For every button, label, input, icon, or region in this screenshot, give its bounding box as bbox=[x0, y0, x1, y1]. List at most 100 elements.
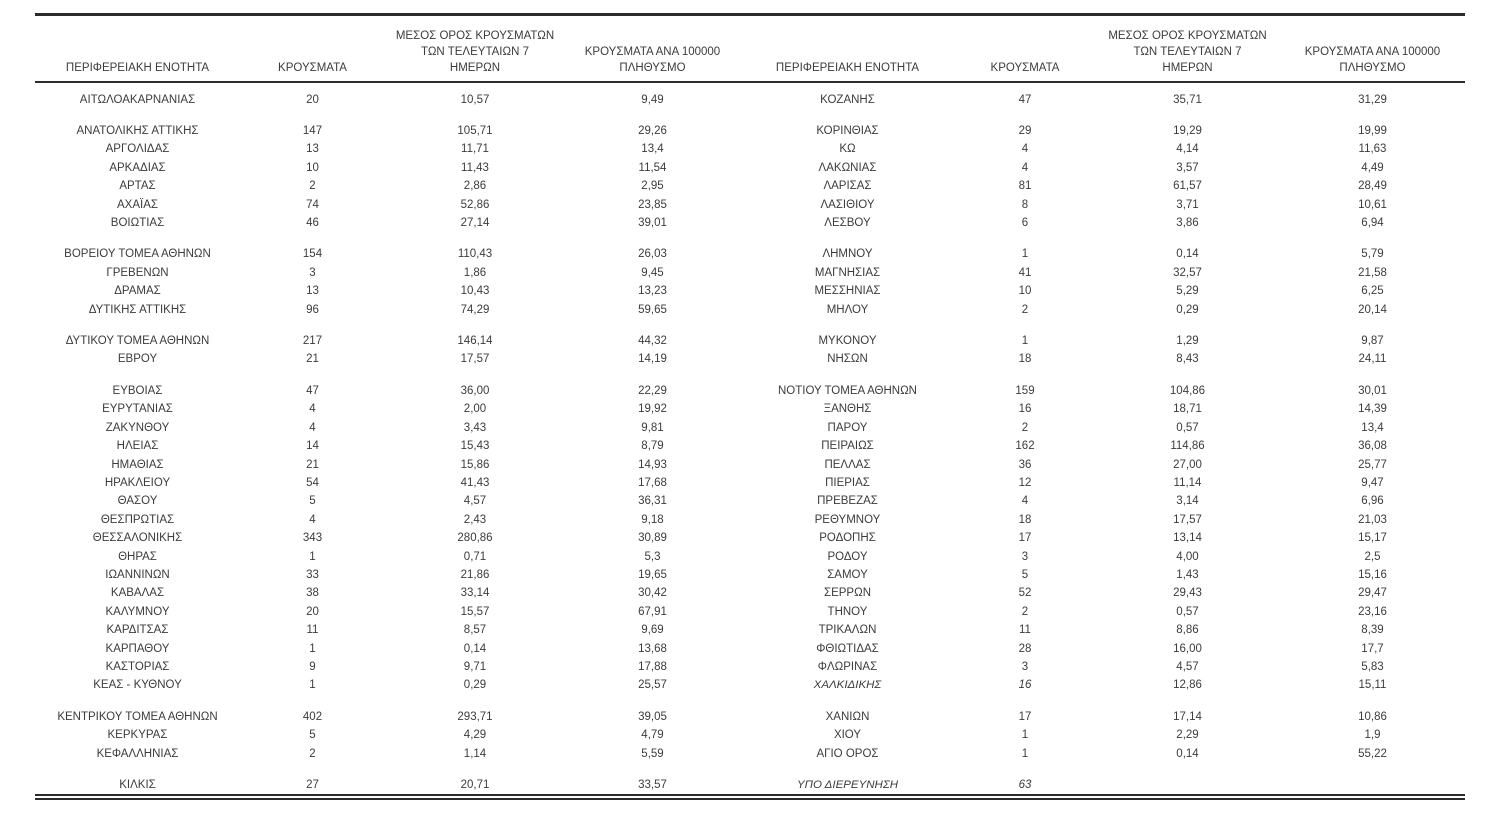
left-region-cell: ΚΑΡΔΙΤΣΑΣ bbox=[106, 624, 169, 637]
table-row: ΚΑΡΠΑΘΟΥ 1 0,14 13,68 ΦΘΙΩΤΙΔΑΣ 28 16,00 17,7 bbox=[35, 640, 1465, 658]
right-per100k-cell: 29,47 bbox=[1358, 587, 1387, 600]
left-avg7-cell: 27,14 bbox=[460, 217, 490, 230]
right-cases-cell: 4 bbox=[1021, 161, 1029, 174]
left-per100k-cell: 14,93 bbox=[638, 458, 667, 471]
left-avg7-cell: 21,86 bbox=[460, 568, 490, 581]
row-group-spacer bbox=[35, 232, 1465, 245]
right-avg7-cell: 16,00 bbox=[1173, 642, 1202, 655]
left-region-cell: ΙΩΑΝΝΙΝΩΝ bbox=[105, 568, 170, 581]
header-region-right: ΠΕΡΙΦΕΡΕΙΑΚΗ ΕΝΟΤΗΤΑ bbox=[775, 62, 920, 74]
left-per100k-cell: 9,45 bbox=[641, 266, 664, 279]
right-avg7-cell: 0,14 bbox=[1176, 248, 1199, 261]
right-per100k-cell: 25,77 bbox=[1358, 458, 1387, 471]
left-avg7-cell: 4,57 bbox=[463, 495, 487, 508]
left-cases-cell: 96 bbox=[306, 303, 319, 316]
right-avg7-cell: 2,29 bbox=[1176, 729, 1199, 742]
right-cases-cell: 17 bbox=[1018, 532, 1032, 545]
right-cases-cell: 5 bbox=[1021, 568, 1029, 581]
right-per100k-cell: 9,87 bbox=[1361, 335, 1384, 348]
left-cases-cell: 343 bbox=[302, 532, 323, 545]
right-cases-cell: 16 bbox=[1018, 403, 1032, 416]
table-row: ΑΡΤΑΣ 2 2,86 2,95 ΛΑΡΙΣΑΣ 81 61,57 28,49 bbox=[35, 177, 1465, 195]
left-avg7-cell: 2,00 bbox=[463, 403, 487, 416]
right-avg7-cell: 3,71 bbox=[1176, 198, 1199, 211]
right-avg7-cell: 3,86 bbox=[1176, 217, 1199, 230]
right-per100k-cell: 6,94 bbox=[1361, 217, 1384, 230]
header-avg7-left: ΜΕΣΟΣ ΟΡΟΣ ΚΡΟΥΣΜΑΤΩΝ ΤΩΝ ΤΕΛΕΥΤΑΙΩΝ 7 Η… bbox=[395, 30, 555, 74]
right-region-cell: ΛΑΣΙΘΙΟΥ bbox=[820, 198, 875, 211]
right-per100k-cell: 6,25 bbox=[1361, 285, 1384, 298]
left-cases-cell: 1 bbox=[309, 642, 316, 655]
right-cases-cell: 41 bbox=[1018, 266, 1032, 279]
left-avg7-cell: 52,86 bbox=[460, 198, 490, 211]
right-per100k-cell: 17,7 bbox=[1361, 642, 1384, 655]
left-avg7-cell: 280,86 bbox=[457, 532, 493, 545]
left-region-cell: ΚΑΣΤΟΡΙΑΣ bbox=[105, 660, 170, 673]
row-group-spacer bbox=[35, 369, 1465, 382]
table-row: ΑΡΓΟΛΙΔΑΣ 13 11,71 13,4 ΚΩ 4 4,14 11,63 bbox=[35, 140, 1465, 158]
header-per100k-right: ΚΡΟΥΣΜΑΤΑ ΑΝΑ 100000 ΠΛΗΘΥΣΜΟ bbox=[1304, 46, 1441, 74]
left-avg7-cell: 1,14 bbox=[463, 747, 487, 760]
left-per100k-cell: 9,18 bbox=[641, 513, 664, 526]
right-region-cell: ΑΓΙΟ ΟΡΟΣ bbox=[816, 747, 879, 760]
left-avg7-cell: 15,57 bbox=[460, 605, 490, 618]
right-per100k-cell: 1,9 bbox=[1364, 729, 1381, 742]
right-cases-cell: 1 bbox=[1021, 747, 1029, 760]
right-per100k-cell: 2,5 bbox=[1364, 550, 1381, 563]
header-avg7-right: ΜΕΣΟΣ ΟΡΟΣ ΚΡΟΥΣΜΑΤΩΝ ΤΩΝ ΤΕΛΕΥΤΑΙΩΝ 7 Η… bbox=[1108, 30, 1267, 74]
left-region-cell: ΓΡΕΒΕΝΩΝ bbox=[106, 266, 169, 279]
right-per100k-cell: 8,39 bbox=[1361, 624, 1384, 637]
right-region-cell: ΤΗΝΟΥ bbox=[827, 605, 868, 618]
table-row: ΑΡΚΑΔΙΑΣ 10 11,43 11,54 ΛΑΚΩΝΙΑΣ 4 3,57 4,49 bbox=[35, 159, 1465, 177]
right-cases-cell: 18 bbox=[1018, 513, 1032, 526]
left-cases-cell: 46 bbox=[306, 217, 319, 230]
left-per100k-cell: 67,91 bbox=[638, 605, 667, 618]
left-cases-cell: 1 bbox=[309, 550, 316, 563]
left-cases-cell: 54 bbox=[306, 476, 319, 489]
left-avg7-cell: 15,43 bbox=[460, 440, 490, 453]
left-per100k-cell: 9,81 bbox=[641, 421, 664, 434]
right-per100k-cell: 30,01 bbox=[1358, 384, 1387, 397]
left-cases-cell: 147 bbox=[302, 125, 323, 137]
left-region-cell: ΗΡΑΚΛΕΙΟΥ bbox=[104, 476, 171, 489]
table-row: ΒΟΙΩΤΙΑΣ 46 27,14 39,01 ΛΕΣΒΟΥ 6 3,86 6,94 bbox=[35, 214, 1465, 232]
right-region-cell: ΝΗΣΩΝ bbox=[827, 353, 868, 366]
left-region-cell: ΑΙΤΩΛΟΑΚΑΡΝΑΝΙΑΣ bbox=[79, 93, 196, 106]
left-per100k-cell: 39,05 bbox=[638, 710, 667, 723]
right-avg7-cell: 5,29 bbox=[1176, 285, 1199, 298]
table-row: ΚΑΛΥΜΝΟΥ 20 15,57 67,91 ΤΗΝΟΥ 2 0,57 23,16 bbox=[35, 603, 1465, 621]
right-region-cell: ΚΟΖΑΝΗΣ bbox=[820, 93, 875, 106]
table-row: ΒΟΡΕΙΟΥ ΤΟΜΕΑ ΑΘΗΝΩΝ 154 110,43 26,03 ΛΗΜΝΟΥ… bbox=[35, 245, 1465, 263]
right-region-cell: ΦΘΙΩΤΙΔΑΣ bbox=[816, 642, 879, 655]
right-per100k-cell: 21,58 bbox=[1358, 266, 1387, 279]
right-avg7-cell: 17,14 bbox=[1173, 710, 1202, 723]
right-region-cell: ΛΑΡΙΣΑΣ bbox=[823, 180, 872, 193]
left-per100k-cell: 59,65 bbox=[638, 303, 667, 316]
left-per100k-cell: 5,59 bbox=[641, 747, 664, 760]
table-row: ΔΥΤΙΚΗΣ ΑΤΤΙΚΗΣ 96 74,29 59,65 ΜΗΛΟΥ 2 0,29 20,… bbox=[35, 301, 1465, 319]
right-region-cell: ΛΕΣΒΟΥ bbox=[824, 217, 871, 230]
left-avg7-cell: 4,29 bbox=[463, 729, 487, 742]
right-avg7-cell: 61,57 bbox=[1173, 180, 1202, 193]
right-region-cell: ΜΥΚΟΝΟΥ bbox=[818, 335, 877, 348]
table-row: ΑΙΤΩΛΟΑΚΑΡΝΑΝΙΑΣ 20 10,57 9,49 ΚΟΖΑΝΗΣ 47 35,7… bbox=[35, 82, 1465, 109]
left-avg7-cell: 8,57 bbox=[463, 624, 487, 637]
right-per100k-cell: 9,47 bbox=[1361, 476, 1384, 489]
right-cases-cell: 28 bbox=[1018, 642, 1032, 655]
right-per100k-cell: 24,11 bbox=[1358, 353, 1387, 366]
right-cases-cell: 10 bbox=[1018, 285, 1032, 298]
left-region-cell: ΗΜΑΘΙΑΣ bbox=[111, 458, 164, 471]
right-avg7-cell: 17,57 bbox=[1173, 513, 1202, 526]
right-region-cell: ΜΕΣΣΗΝΙΑΣ bbox=[814, 285, 881, 298]
left-region-cell: ΚΕΦΑΛΛΗΝΙΑΣ bbox=[96, 747, 179, 760]
left-region-cell: ΚΕΡΚΥΡΑΣ bbox=[107, 729, 168, 742]
right-cases-cell: 52 bbox=[1018, 587, 1032, 600]
table-row: ΕΥΡΥΤΑΝΙΑΣ 4 2,00 19,92 ΞΑΝΘΗΣ 16 18,71 14,39 bbox=[35, 400, 1465, 418]
table-row: ΚΕΝΤΡΙΚΟΥ ΤΟΜΕΑ ΑΘΗΝΩΝ 402 293,71 39,05 ΧΑΝΙ… bbox=[35, 708, 1465, 726]
left-region-cell: ΚΑΒΑΛΑΣ bbox=[110, 587, 165, 600]
left-per100k-cell: 13,4 bbox=[641, 143, 664, 156]
right-region-cell: ΧΙΟΥ bbox=[833, 729, 862, 742]
right-region-cell: ΝΟΤΙΟΥ ΤΟΜΕΑ ΑΘΗΝΩΝ bbox=[778, 384, 917, 397]
left-avg7-cell: 105,71 bbox=[457, 125, 493, 137]
right-cases-cell: 6 bbox=[1021, 217, 1029, 230]
